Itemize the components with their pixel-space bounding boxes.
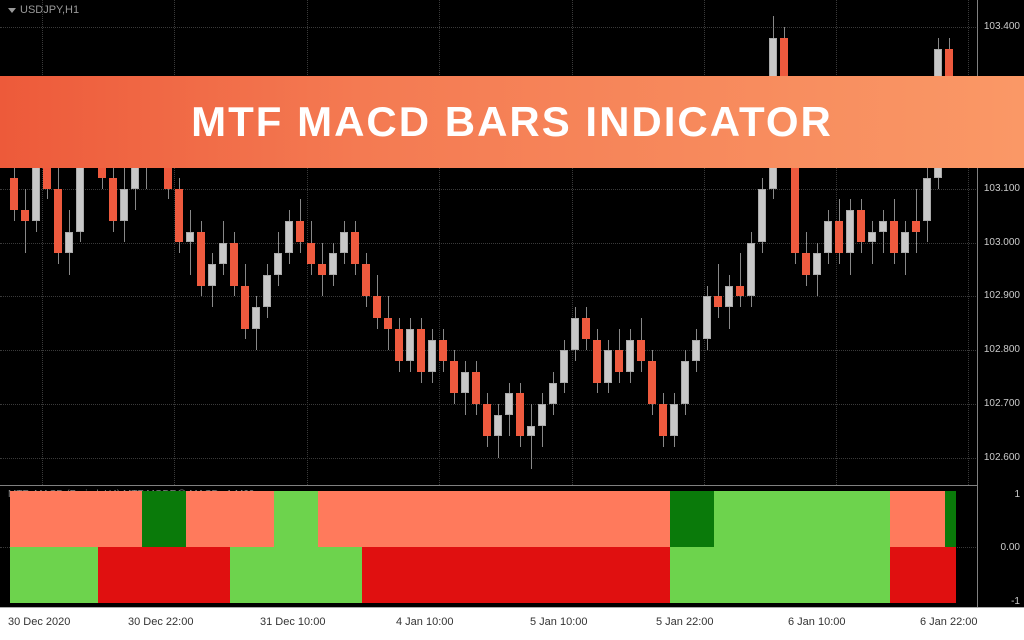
chevron-down-icon [8,8,16,13]
indicator-axis: 10.00-1 [977,486,1024,608]
price-axis: 103.400103.300103.200103.100103.000102.9… [977,0,1024,485]
symbol-text: USDJPY,H1 [20,4,79,16]
price-chart[interactable]: USDJPY,H1 [0,0,978,486]
indicator-panel[interactable]: MTF_MACD (Period_H4) MTF MODE@ MACD x1 M… [0,486,978,608]
title-banner: MTF MACD BARS INDICATOR [0,76,1024,168]
time-axis: 30 Dec 202030 Dec 22:0031 Dec 10:004 Jan… [0,607,1024,640]
banner-text: MTF MACD BARS INDICATOR [191,98,833,146]
symbol-label: USDJPY,H1 [8,4,79,16]
